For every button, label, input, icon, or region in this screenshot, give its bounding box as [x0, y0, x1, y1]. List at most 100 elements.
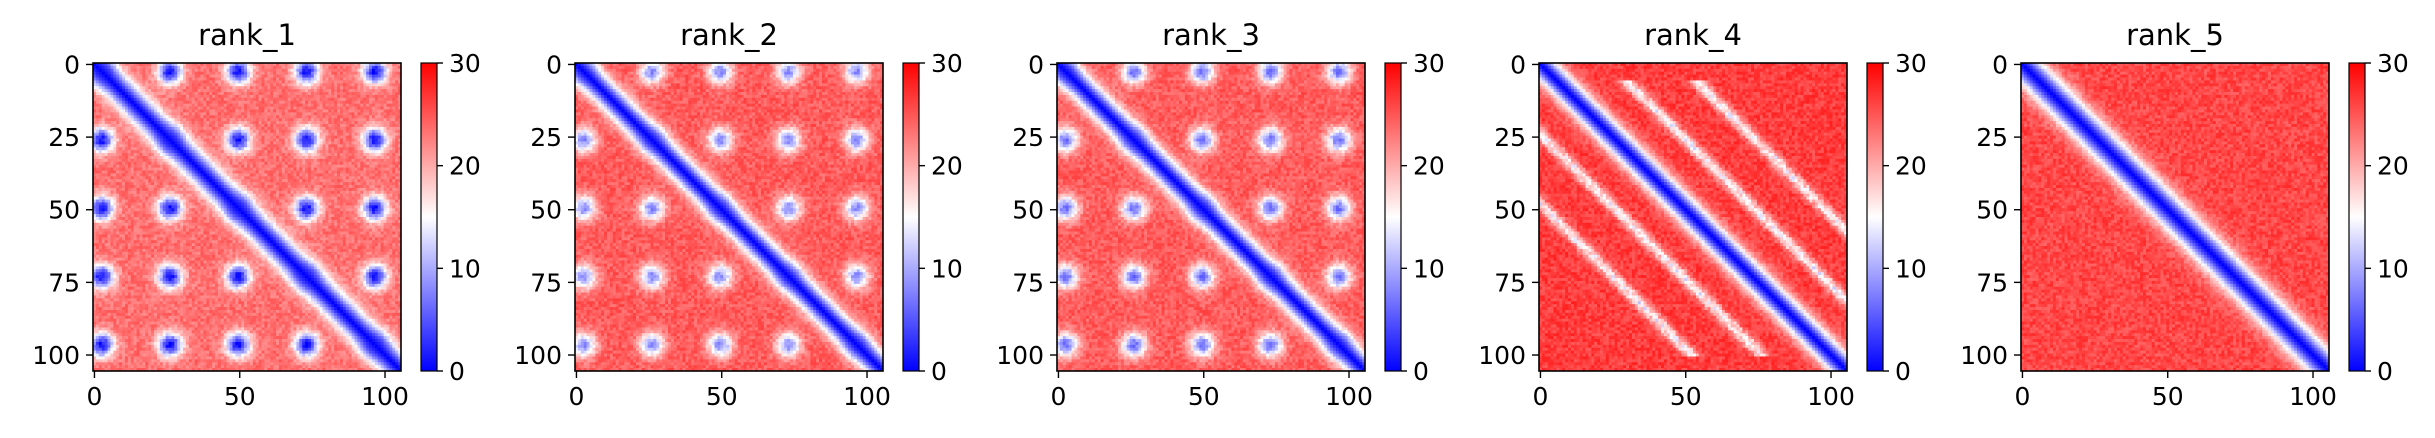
- heatmap-cell: [285, 75, 288, 78]
- heatmap-cell: [171, 95, 174, 98]
- heatmap-cell: [305, 86, 308, 89]
- heatmap-cell: [192, 89, 195, 92]
- heatmap-cell: [154, 95, 157, 98]
- heatmap-cell: [218, 133, 221, 136]
- heatmap-cell: [276, 66, 279, 69]
- heatmap-cell: [325, 127, 328, 130]
- heatmap-cell: [244, 86, 247, 89]
- heatmap-cell: [369, 107, 372, 110]
- heatmap-cell: [145, 75, 148, 78]
- heatmap-cell: [264, 89, 267, 92]
- heatmap-cell: [238, 112, 241, 115]
- heatmap-cell: [169, 66, 172, 69]
- heatmap-cell: [389, 124, 392, 127]
- heatmap-cell: [386, 95, 389, 98]
- heatmap-cell: [372, 118, 375, 121]
- heatmap-cell: [372, 101, 375, 104]
- heatmap-cell: [296, 83, 299, 86]
- heatmap-cell: [113, 72, 116, 75]
- heatmap-cell: [366, 133, 369, 136]
- heatmap-cell: [349, 130, 352, 133]
- heatmap-cell: [340, 86, 343, 89]
- heatmap-cell: [395, 72, 398, 75]
- heatmap-cell: [131, 98, 134, 101]
- heatmap-cell: [314, 95, 317, 98]
- heatmap-cell: [256, 127, 259, 130]
- heatmap-cell: [227, 104, 230, 107]
- heatmap-cell: [171, 130, 174, 133]
- heatmap-cell: [317, 72, 320, 75]
- heatmap-cell: [296, 127, 299, 130]
- heatmap-cell: [389, 72, 392, 75]
- heatmap-cell: [215, 80, 218, 83]
- heatmap-cell: [195, 133, 198, 136]
- heatmap-cell: [302, 109, 305, 112]
- heatmap-cell: [276, 80, 279, 83]
- heatmap-cell: [328, 121, 331, 124]
- heatmap-cell: [99, 101, 102, 104]
- heatmap-cell: [352, 130, 355, 133]
- heatmap-cell: [119, 121, 122, 124]
- heatmap-cell: [389, 127, 392, 130]
- heatmap-cell: [116, 98, 119, 101]
- heatmap-cell: [192, 112, 195, 115]
- heatmap-cell: [317, 92, 320, 95]
- heatmap-cell: [102, 127, 105, 130]
- heatmap-cell: [206, 89, 209, 92]
- heatmap-cell: [169, 83, 172, 86]
- heatmap-cell: [247, 69, 250, 72]
- heatmap-cell: [163, 121, 166, 124]
- heatmap-cell: [279, 130, 282, 133]
- heatmap-cell: [279, 80, 282, 83]
- heatmap-cell: [110, 104, 113, 107]
- heatmap-cell: [137, 66, 140, 69]
- heatmap-cell: [395, 127, 398, 130]
- heatmap-cell: [355, 104, 358, 107]
- heatmap-cell: [171, 118, 174, 121]
- heatmap-cell: [386, 121, 389, 124]
- heatmap-cell: [296, 124, 299, 127]
- heatmap-cell: [323, 98, 326, 101]
- heatmap-cell: [235, 127, 238, 130]
- heatmap-cell: [148, 86, 151, 89]
- heatmap-cell: [131, 101, 134, 104]
- heatmap-cell: [166, 98, 169, 101]
- heatmap-cell: [305, 80, 308, 83]
- heatmap-cell: [244, 92, 247, 95]
- heatmap-cell: [96, 66, 99, 69]
- heatmap-cell: [317, 101, 320, 104]
- heatmap-cell: [355, 66, 358, 69]
- heatmap-cell: [288, 101, 291, 104]
- heatmap-cell: [352, 98, 355, 101]
- heatmap-cell: [189, 80, 192, 83]
- heatmap-cell: [253, 92, 256, 95]
- heatmap-cell: [203, 72, 206, 75]
- heatmap-cell: [189, 107, 192, 110]
- heatmap-cell: [206, 127, 209, 130]
- heatmap-cell: [331, 89, 334, 92]
- heatmap-cell: [250, 133, 253, 136]
- heatmap-cell: [270, 75, 273, 78]
- heatmap-cell: [308, 115, 311, 118]
- heatmap-cell: [108, 124, 111, 127]
- heatmap-cell: [305, 98, 308, 101]
- heatmap-cell: [134, 78, 137, 81]
- heatmap-cell: [122, 80, 125, 83]
- heatmap-cell: [357, 83, 360, 86]
- heatmap-cell: [346, 124, 349, 127]
- heatmap-cell: [360, 78, 363, 81]
- heatmap-cell: [113, 86, 116, 89]
- heatmap-cell: [328, 127, 331, 130]
- heatmap-cell: [157, 89, 160, 92]
- heatmap-cell: [357, 112, 360, 115]
- heatmap-cell: [270, 92, 273, 95]
- heatmap-cell: [282, 89, 285, 92]
- heatmap-cell: [308, 109, 311, 112]
- heatmap-cell: [148, 98, 151, 101]
- heatmap-cell: [384, 115, 387, 118]
- heatmap-cell: [392, 83, 395, 86]
- heatmap-cell: [244, 101, 247, 104]
- heatmap-cell: [340, 78, 343, 81]
- heatmap-cell: [299, 109, 302, 112]
- heatmap-cell: [192, 124, 195, 127]
